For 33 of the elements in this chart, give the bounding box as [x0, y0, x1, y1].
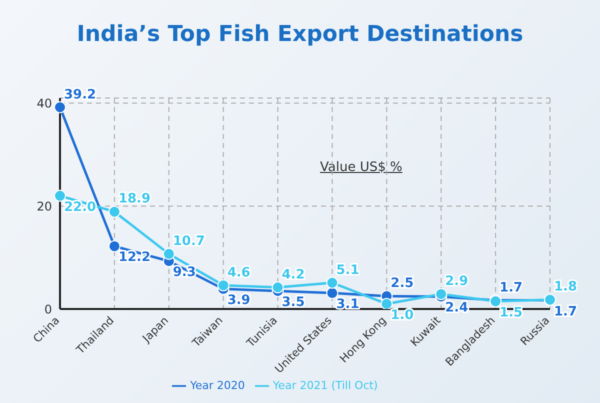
point [272, 281, 284, 294]
y-tick-label: 0 [44, 302, 52, 316]
y-tick-label: 40 [36, 96, 52, 110]
data-label: 5.1 [336, 262, 360, 278]
chart-title: India’s Top Fish Export Destinations [76, 22, 524, 47]
y-tick-label: 20 [36, 199, 52, 214]
point [54, 101, 66, 114]
point [54, 190, 66, 202]
point [435, 288, 448, 300]
point [380, 298, 393, 309]
data-label: 1.8 [554, 280, 578, 295]
data-label: 10.7 [172, 234, 205, 249]
legend-label: Year 2021 (Till Oct) [272, 379, 378, 392]
point [326, 276, 338, 289]
data-label: 1.5 [500, 305, 523, 320]
data-label: 1.7 [500, 280, 523, 296]
data-label: 4.6 [227, 265, 250, 280]
annotation: Value US$ % [320, 160, 402, 175]
point [326, 287, 338, 300]
point [108, 240, 120, 252]
data-label: 18.9 [118, 192, 151, 207]
data-label: 3.9 [227, 292, 250, 308]
data-label: 3.5 [282, 294, 305, 310]
point [162, 248, 175, 260]
point [108, 206, 120, 218]
data-label: 2.9 [445, 274, 468, 290]
data-label: 39.2 [64, 87, 96, 102]
data-label: 4.2 [282, 267, 305, 282]
data-label: 1.7 [554, 304, 578, 320]
data-label: 1.0 [390, 308, 414, 323]
data-label: 2.5 [390, 276, 414, 292]
legend-label: Year 2020 [190, 379, 245, 392]
point [217, 279, 230, 292]
